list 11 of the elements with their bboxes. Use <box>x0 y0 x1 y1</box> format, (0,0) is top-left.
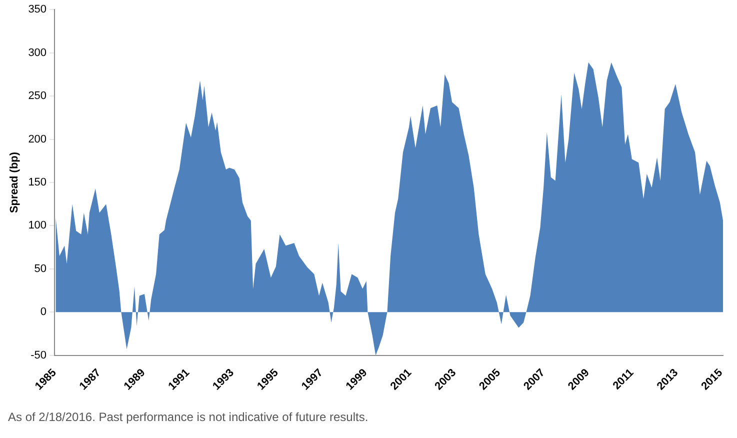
y-tick-label: 0 <box>40 306 47 318</box>
y-tick-label: 50 <box>34 262 47 275</box>
y-tick-label: 200 <box>28 133 47 146</box>
y-tick-label: 250 <box>28 90 47 102</box>
y-tick-label: 150 <box>28 176 47 189</box>
y-tick-label: 300 <box>28 46 47 59</box>
y-tick-label: -50 <box>30 349 47 362</box>
y-tick-label: 100 <box>28 220 47 232</box>
y-axis-title: Spread (bp) <box>8 152 21 214</box>
y-tick-label: 350 <box>28 4 47 16</box>
text: As of 2/18/2016. Past performance is not indicative of future results. <box>8 410 368 424</box>
